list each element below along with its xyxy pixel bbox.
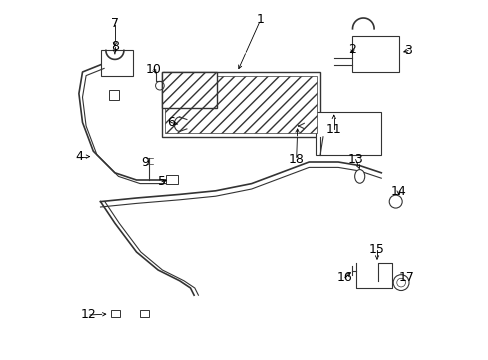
Bar [162,72,217,108]
Text: 4: 4 [76,150,83,163]
Text: 17: 17 [398,271,414,284]
Text: 13: 13 [347,153,363,166]
Bar [111,310,120,317]
Text: 10: 10 [145,63,162,76]
Text: 18: 18 [288,153,304,166]
Bar [101,50,133,76]
Bar [352,36,399,72]
Text: 16: 16 [336,271,352,284]
Text: 9: 9 [141,156,148,169]
Text: 2: 2 [348,43,356,56]
Text: 3: 3 [404,44,411,57]
Text: 7: 7 [111,17,119,30]
Ellipse shape [354,170,364,183]
Text: 11: 11 [325,123,341,136]
Text: 5: 5 [157,175,165,188]
FancyBboxPatch shape [108,90,119,100]
Text: 15: 15 [368,243,384,256]
Text: 14: 14 [390,185,406,198]
Bar [165,76,316,133]
Bar [140,310,149,317]
FancyBboxPatch shape [166,175,178,184]
Text: 1: 1 [256,13,264,26]
Text: 8: 8 [111,40,119,53]
Bar [162,72,320,137]
Bar [316,112,381,155]
Text: 12: 12 [81,309,97,321]
Text: 6: 6 [166,116,174,129]
